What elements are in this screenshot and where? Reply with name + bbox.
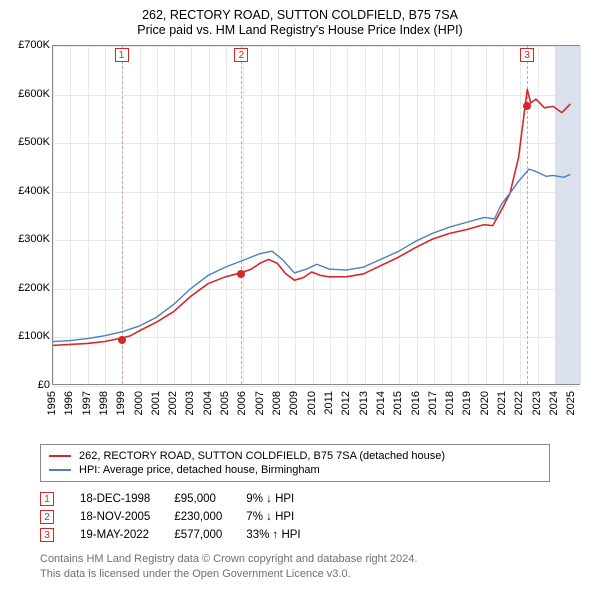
pct-value: 7% (246, 511, 266, 523)
attribution-line-2: This data is licensed under the Open Gov… (40, 567, 588, 582)
legend-item: 262, RECTORY ROAD, SUTTON COLDFIELD, B75… (49, 449, 541, 463)
event-number-box: 3 (40, 528, 54, 542)
events-table-row: 3 19-MAY-2022£577,00033% ↑ HPI (40, 526, 325, 544)
y-tick-label: £300K (10, 233, 50, 245)
x-tick-label: 2016 (410, 391, 422, 415)
legend-swatch (49, 469, 71, 471)
cell-date: 18-DEC-1998 (80, 490, 174, 508)
attribution-line-1: Contains HM Land Registry data © Crown c… (40, 552, 588, 567)
attribution: Contains HM Land Registry data © Crown c… (40, 552, 588, 582)
y-tick-label: £100K (10, 330, 50, 342)
x-tick-label: 2018 (444, 391, 456, 415)
y-tick-label: £400K (10, 185, 50, 197)
x-tick-label: 2002 (167, 391, 179, 415)
legend: 262, RECTORY ROAD, SUTTON COLDFIELD, B75… (40, 444, 550, 482)
cell-date: 19-MAY-2022 (80, 526, 174, 544)
x-tick-label: 1995 (46, 391, 58, 415)
x-tick-label: 2021 (496, 391, 508, 415)
cell-price: £95,000 (174, 490, 246, 508)
chart-subtitle: Price paid vs. HM Land Registry's House … (10, 23, 590, 37)
y-tick-label: £700K (10, 39, 50, 51)
legend-label: HPI: Average price, detached house, Birm… (79, 464, 320, 476)
cell-event-n: 3 (40, 526, 80, 544)
x-tick-label: 1996 (63, 391, 75, 415)
chart-title: 262, RECTORY ROAD, SUTTON COLDFIELD, B75… (10, 8, 590, 22)
cell-pct-vs-hpi: 33% ↑ HPI (246, 526, 324, 544)
x-tick-label: 2008 (271, 391, 283, 415)
x-tick-label: 2012 (340, 391, 352, 415)
legend-swatch (49, 455, 71, 457)
events-table-row: 1 18-DEC-1998£95,0009% ↓ HPI (40, 490, 325, 508)
x-tick-label: 2024 (548, 391, 560, 415)
x-tick-label: 2014 (375, 391, 387, 415)
x-tick-label: 2013 (358, 391, 370, 415)
x-tick-label: 2019 (461, 391, 473, 415)
event-number-box: 2 (40, 510, 54, 524)
events-table: 1 18-DEC-1998£95,0009% ↓ HPI 2 18-NOV-2005£… (40, 490, 325, 544)
x-tick-label: 2020 (479, 391, 491, 415)
event-marker-dot (237, 270, 245, 278)
x-tick-label: 1999 (115, 391, 127, 415)
vs-label: HPI (272, 511, 294, 523)
x-tick-label: 2023 (531, 391, 543, 415)
legend-label: 262, RECTORY ROAD, SUTTON COLDFIELD, B75… (79, 450, 445, 462)
x-tick-label: 2010 (306, 391, 318, 415)
gridline-h (53, 386, 579, 387)
x-tick-label: 2022 (513, 391, 525, 415)
pct-value: 33% (246, 529, 272, 541)
x-tick-label: 2003 (184, 391, 196, 415)
y-tick-label: £500K (10, 136, 50, 148)
chart-area: £0 £100K £200K £300K £400K £500K £600K £700K 1 2… (10, 41, 590, 421)
x-tick-label: 2011 (323, 391, 335, 415)
event-number-box: 3 (520, 48, 534, 62)
vs-label: HPI (278, 529, 300, 541)
x-tick-label: 2004 (202, 391, 214, 415)
pct-value: 9% (246, 493, 266, 505)
event-marker-dot (523, 102, 531, 110)
y-tick-label: £600K (10, 88, 50, 100)
x-tick-label: 2001 (150, 391, 162, 415)
cell-date: 18-NOV-2005 (80, 508, 174, 526)
x-tick-label: 2017 (427, 391, 439, 415)
cell-event-n: 2 (40, 508, 80, 526)
x-tick-label: 2006 (236, 391, 248, 415)
cell-pct-vs-hpi: 9% ↓ HPI (246, 490, 324, 508)
cell-price: £230,000 (174, 508, 246, 526)
series-line-hpi (53, 169, 570, 341)
plot-area: 1 2 3 (52, 45, 580, 385)
event-number-box: 2 (234, 48, 248, 62)
x-tick-label: 2007 (254, 391, 266, 415)
event-marker-dot (118, 336, 126, 344)
y-tick-label: £200K (10, 282, 50, 294)
x-tick-label: 1997 (81, 391, 93, 415)
x-tick-label: 2005 (219, 391, 231, 415)
cell-event-n: 1 (40, 490, 80, 508)
legend-item: HPI: Average price, detached house, Birm… (49, 463, 541, 477)
y-tick-label: £0 (10, 379, 50, 391)
event-number-box: 1 (40, 492, 54, 506)
event-number-box: 1 (115, 48, 129, 62)
figure-container: 262, RECTORY ROAD, SUTTON COLDFIELD, B75… (0, 0, 600, 590)
series-lines (53, 46, 579, 384)
x-tick-label: 2000 (133, 391, 145, 415)
below-chart-block: 262, RECTORY ROAD, SUTTON COLDFIELD, B75… (12, 444, 588, 582)
cell-price: £577,000 (174, 526, 246, 544)
x-tick-label: 1998 (98, 391, 110, 415)
vs-label: HPI (272, 493, 294, 505)
x-tick-label: 2015 (392, 391, 404, 415)
x-tick-label: 2009 (288, 391, 300, 415)
titles: 262, RECTORY ROAD, SUTTON COLDFIELD, B75… (10, 8, 590, 37)
events-table-row: 2 18-NOV-2005£230,0007% ↓ HPI (40, 508, 325, 526)
cell-pct-vs-hpi: 7% ↓ HPI (246, 508, 324, 526)
series-line-price_paid (53, 89, 570, 345)
x-tick-label: 2025 (565, 391, 577, 415)
